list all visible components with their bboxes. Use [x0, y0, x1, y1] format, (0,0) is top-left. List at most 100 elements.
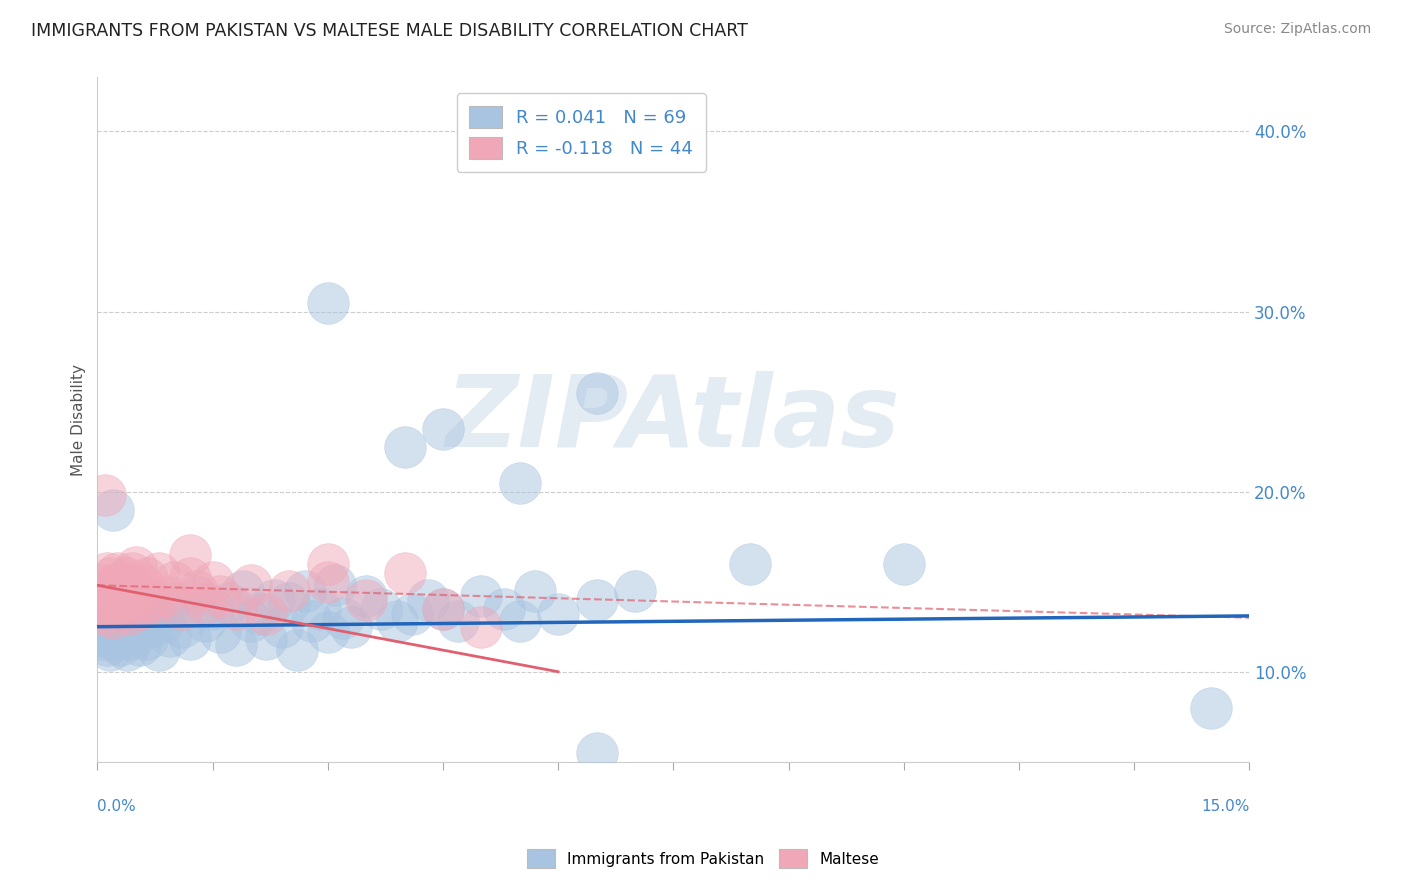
Point	[125, 611, 148, 625]
Point	[332, 611, 354, 625]
Text: 15.0%: 15.0%	[1201, 799, 1250, 814]
Point	[94, 607, 117, 621]
Point	[112, 615, 135, 629]
Point	[97, 596, 120, 610]
Point	[117, 578, 139, 592]
Point	[201, 601, 224, 615]
Point	[547, 607, 569, 621]
Point	[117, 601, 139, 615]
Point	[524, 583, 547, 598]
Point	[110, 638, 132, 652]
Point	[111, 629, 134, 643]
Point	[470, 620, 492, 634]
Point	[94, 488, 117, 502]
Point	[101, 611, 124, 625]
Point	[325, 578, 347, 592]
Point	[131, 615, 153, 629]
Point	[139, 592, 162, 607]
Point	[152, 615, 174, 629]
Point	[136, 571, 159, 585]
Point	[316, 295, 339, 310]
Point	[394, 566, 416, 580]
Point	[159, 629, 181, 643]
Point	[225, 638, 247, 652]
Point	[103, 578, 125, 592]
Point	[115, 643, 138, 657]
Point	[316, 574, 339, 589]
Point	[125, 560, 148, 574]
Text: 0.0%: 0.0%	[97, 799, 136, 814]
Point	[132, 578, 155, 592]
Point	[263, 592, 285, 607]
Point	[108, 607, 131, 621]
Point	[232, 583, 254, 598]
Point	[194, 596, 217, 610]
Point	[432, 422, 454, 436]
Point	[155, 589, 177, 603]
Text: ZIPAtlas: ZIPAtlas	[446, 371, 901, 468]
Point	[585, 592, 607, 607]
Point	[209, 589, 232, 603]
Point	[112, 601, 135, 615]
Point	[270, 620, 292, 634]
Point	[132, 601, 155, 615]
Point	[309, 601, 332, 615]
Point	[97, 615, 120, 629]
Point	[509, 475, 531, 490]
Text: Source: ZipAtlas.com: Source: ZipAtlas.com	[1223, 22, 1371, 37]
Point	[254, 607, 277, 621]
Point	[105, 566, 128, 580]
Point	[100, 643, 122, 657]
Point	[121, 566, 143, 580]
Point	[90, 583, 112, 598]
Legend: R = 0.041   N = 69, R = -0.118   N = 44: R = 0.041 N = 69, R = -0.118 N = 44	[457, 94, 706, 171]
Point	[394, 440, 416, 454]
Point	[143, 607, 166, 621]
Point	[278, 596, 301, 610]
Point	[339, 620, 361, 634]
Point	[103, 632, 125, 647]
Y-axis label: Male Disability: Male Disability	[72, 364, 86, 475]
Point	[416, 592, 439, 607]
Point	[90, 620, 112, 634]
Point	[278, 583, 301, 598]
Point	[96, 601, 118, 615]
Point	[179, 548, 201, 562]
Point	[740, 557, 762, 571]
Point	[91, 601, 114, 615]
Point	[128, 601, 150, 615]
Point	[100, 571, 122, 585]
Point	[209, 625, 232, 640]
Point	[96, 592, 118, 607]
Text: IMMIGRANTS FROM PAKISTAN VS MALTESE MALE DISABILITY CORRELATION CHART: IMMIGRANTS FROM PAKISTAN VS MALTESE MALE…	[31, 22, 748, 40]
Point	[179, 632, 201, 647]
Point	[118, 607, 141, 621]
Point	[118, 625, 141, 640]
Point	[370, 601, 392, 615]
Point	[170, 620, 193, 634]
Point	[494, 601, 516, 615]
Point	[105, 620, 128, 634]
Point	[401, 607, 423, 621]
Point	[247, 607, 270, 621]
Point	[122, 620, 145, 634]
Point	[122, 592, 145, 607]
Point	[470, 589, 492, 603]
Legend: Immigrants from Pakistan, Maltese: Immigrants from Pakistan, Maltese	[520, 841, 886, 875]
Point	[585, 746, 607, 760]
Point	[316, 625, 339, 640]
Point	[1199, 700, 1222, 714]
Point	[225, 601, 247, 615]
Point	[143, 596, 166, 610]
Point	[186, 589, 208, 603]
Point	[91, 632, 114, 647]
Point	[96, 638, 118, 652]
Point	[101, 502, 124, 516]
Point	[301, 615, 323, 629]
Point	[148, 643, 170, 657]
Point	[100, 625, 122, 640]
Point	[201, 574, 224, 589]
Point	[93, 607, 115, 621]
Point	[194, 615, 217, 629]
Point	[96, 566, 118, 580]
